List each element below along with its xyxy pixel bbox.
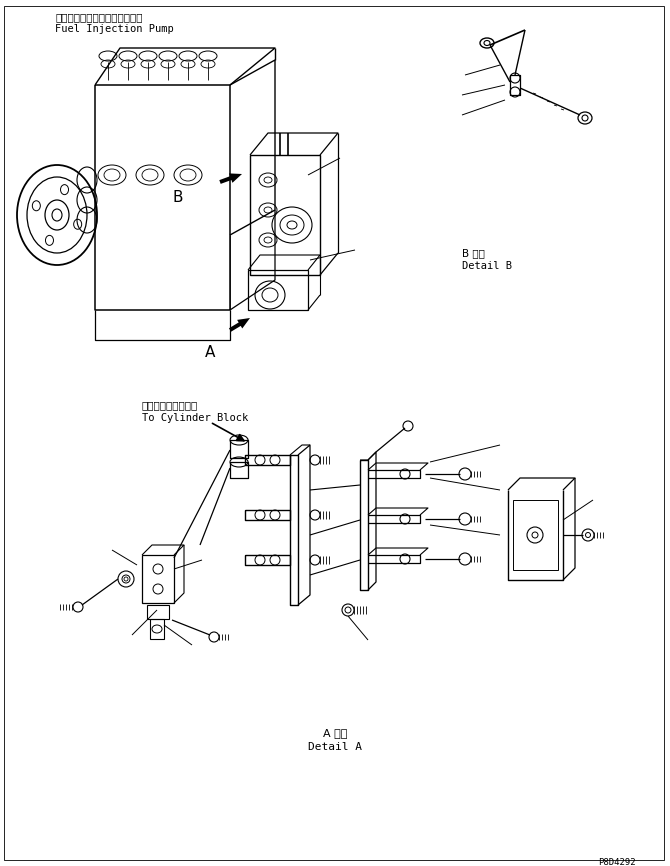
FancyArrow shape — [219, 173, 242, 184]
Text: シリンダブロックへ: シリンダブロックへ — [142, 400, 198, 410]
Bar — [248, 270, 308, 310]
Text: P8D4292: P8D4292 — [598, 858, 636, 866]
Text: A 詳細: A 詳細 — [323, 728, 347, 738]
Text: Detail B: Detail B — [462, 261, 512, 271]
Text: A: A — [205, 345, 215, 360]
Text: Fuel Injection Pump: Fuel Injection Pump — [55, 24, 174, 34]
Bar — [250, 155, 320, 275]
Text: B: B — [173, 190, 184, 205]
Text: To Cylinder Block: To Cylinder Block — [142, 413, 249, 423]
Text: フェルインジェクションポンプ: フェルインジェクションポンプ — [55, 12, 143, 22]
Bar — [147, 605, 169, 619]
Text: Detail A: Detail A — [308, 742, 362, 752]
FancyArrow shape — [229, 318, 250, 332]
Bar — [513, 500, 558, 570]
Bar — [142, 555, 174, 603]
Text: B 詳細: B 詳細 — [462, 248, 485, 258]
Bar — [150, 619, 164, 639]
